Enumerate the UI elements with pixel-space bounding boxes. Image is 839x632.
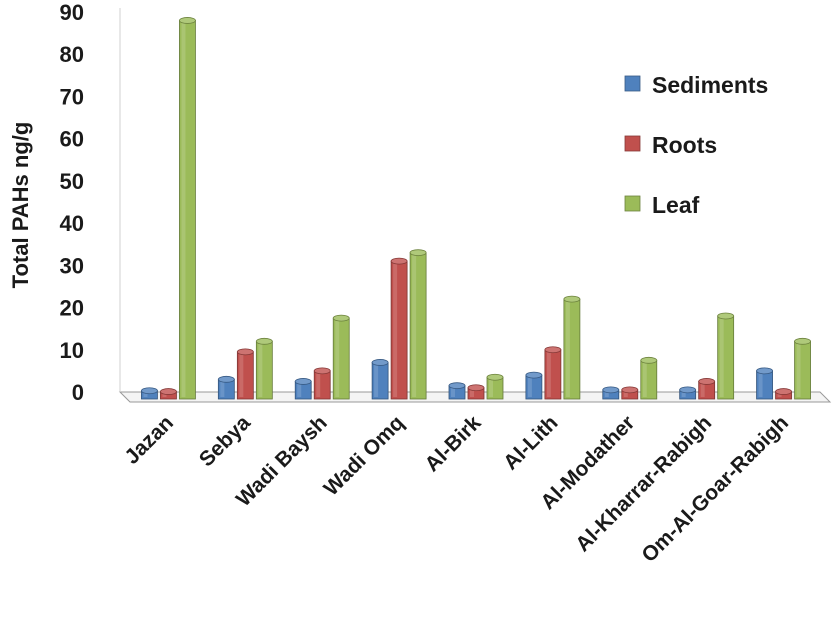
- bar-sediments-wadi-omq: [371, 359, 389, 400]
- y-tick-label: 10: [60, 338, 84, 363]
- bar-roots-al-lith: [544, 346, 562, 400]
- bar-sediments-al-birk: [448, 382, 466, 400]
- legend-label: Sediments: [652, 72, 768, 98]
- x-category-label: Wadi Omq: [320, 411, 409, 500]
- bar-roots-jazan: [160, 388, 177, 400]
- legend-item-leaf: Leaf: [624, 192, 700, 218]
- bar-leaf-al-lith: [563, 295, 581, 400]
- bar-leaf-al-modather: [640, 356, 658, 400]
- x-category-label: Al-Lith: [499, 411, 562, 474]
- y-axis-ticks: 90 80 70 60 50 40 30 20 10 0: [60, 0, 84, 405]
- y-tick-label: 90: [60, 0, 84, 25]
- bar-leaf-al-birk: [486, 373, 504, 400]
- bar-leaf-sebya: [255, 337, 273, 400]
- legend-label: Leaf: [652, 192, 700, 218]
- x-category-label: Jazan: [120, 411, 178, 469]
- bar-sediments-om-al-goar-rabigh: [756, 367, 773, 400]
- y-axis-label: Total PAHs ng/g: [8, 122, 33, 289]
- bar-leaf-om-al-goar-rabigh: [794, 337, 811, 400]
- bar-leaf-wadi-omq: [409, 249, 427, 400]
- bar-sediments-wadi-baysh: [294, 378, 312, 400]
- y-tick-label: 70: [60, 84, 84, 109]
- legend-swatch: [624, 75, 641, 92]
- bar-roots-wadi-omq: [390, 257, 408, 400]
- legend-item-sediments: Sediments: [624, 72, 768, 98]
- bar-sediments-jazan: [141, 387, 158, 400]
- bar-sediments-al-kharrar-rabigh: [679, 386, 697, 400]
- legend-label: Roots: [652, 132, 717, 158]
- bar-roots-al-kharrar-rabigh: [698, 378, 716, 400]
- bar-roots-sebya: [236, 348, 254, 400]
- bar-sediments-al-modather: [602, 386, 620, 400]
- bar-sediments-al-lith: [525, 371, 543, 400]
- y-tick-label: 60: [60, 127, 84, 152]
- bar-leaf-wadi-baysh: [332, 314, 350, 400]
- bar-sediments-sebya: [217, 375, 235, 400]
- bars: [141, 17, 811, 400]
- legend: Sediments Roots Leaf: [624, 72, 768, 218]
- bar-roots-al-birk: [467, 384, 485, 400]
- bar-roots-wadi-baysh: [313, 367, 331, 400]
- y-tick-label: 80: [60, 42, 84, 67]
- y-tick-label: 40: [60, 211, 84, 236]
- bar-leaf-al-kharrar-rabigh: [717, 312, 735, 400]
- x-category-label: Al-Kharrar-Rabigh: [571, 411, 716, 556]
- y-tick-label: 50: [60, 169, 84, 194]
- bar-leaf-jazan: [179, 17, 196, 400]
- y-tick-label: 0: [72, 380, 84, 405]
- legend-item-roots: Roots: [624, 132, 717, 158]
- x-category-label: Om-Al-Goar-Rabigh: [637, 411, 793, 567]
- x-category-label: Sebya: [195, 411, 255, 471]
- bar-roots-al-modather: [621, 386, 639, 400]
- legend-swatch: [624, 195, 641, 212]
- legend-swatch: [624, 135, 641, 152]
- bar-roots-om-al-goar-rabigh: [775, 388, 792, 400]
- y-tick-label: 20: [60, 296, 84, 321]
- y-tick-label: 30: [60, 253, 84, 278]
- x-category-label: Al-Birk: [421, 411, 486, 476]
